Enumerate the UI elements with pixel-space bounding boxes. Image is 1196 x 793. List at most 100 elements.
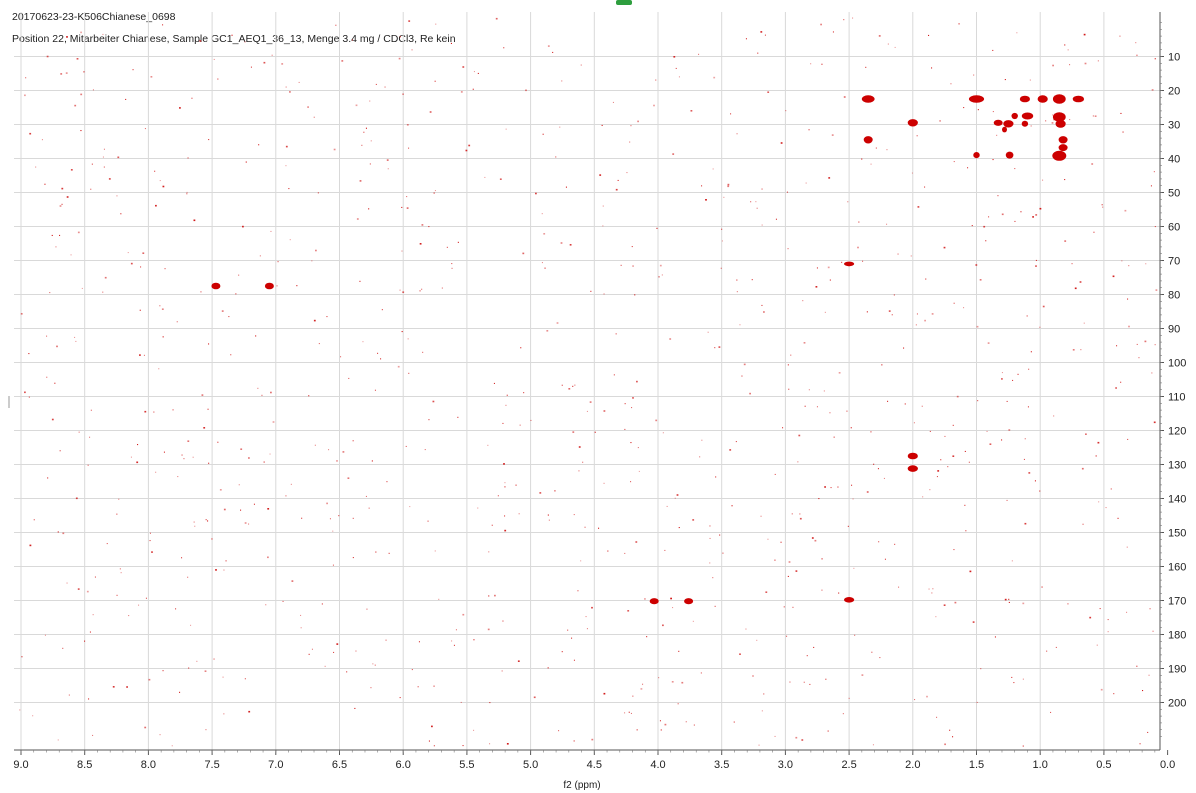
noise-point xyxy=(967,167,969,169)
noise-point xyxy=(138,604,140,606)
noise-point xyxy=(282,600,284,602)
noise-point xyxy=(972,621,975,623)
noise-point xyxy=(187,157,189,159)
noise-point xyxy=(763,693,765,695)
noise-point xyxy=(829,412,831,414)
noise-point xyxy=(1022,678,1024,680)
noise-point xyxy=(417,686,419,688)
noise-point xyxy=(155,204,157,207)
noise-point xyxy=(1098,501,1100,503)
noise-point xyxy=(92,614,94,616)
noise-point xyxy=(1072,349,1075,351)
noise-point xyxy=(91,163,93,165)
noise-point xyxy=(120,213,122,215)
noise-point xyxy=(285,145,288,148)
noise-point xyxy=(125,98,127,100)
noise-point xyxy=(940,459,942,461)
noise-point xyxy=(586,410,588,412)
noise-point xyxy=(1024,522,1027,525)
noise-point xyxy=(196,660,198,662)
noise-point xyxy=(1085,433,1087,435)
noise-point xyxy=(761,710,763,712)
noise-point xyxy=(384,86,386,88)
noise-point xyxy=(57,739,59,741)
noise-point xyxy=(578,446,581,448)
noise-point xyxy=(603,410,606,412)
noise-point xyxy=(659,720,661,722)
peak-point xyxy=(1037,95,1048,103)
noise-point xyxy=(375,551,377,553)
noise-point xyxy=(401,331,403,333)
noise-point xyxy=(1028,368,1030,370)
noise-point xyxy=(932,588,934,590)
noise-point xyxy=(150,76,153,78)
noise-point xyxy=(326,316,328,318)
noise-point xyxy=(977,400,979,402)
noise-point xyxy=(586,628,588,630)
noise-point xyxy=(664,549,666,551)
noise-point xyxy=(336,460,338,462)
noise-point xyxy=(692,620,694,622)
noise-point xyxy=(116,594,118,596)
noise-point xyxy=(1053,415,1055,417)
noise-point xyxy=(89,631,91,633)
noise-point xyxy=(709,525,711,527)
noise-point xyxy=(644,598,646,600)
noise-point xyxy=(140,266,142,268)
x-tick-label: 2.0 xyxy=(905,759,920,771)
noise-point xyxy=(315,249,317,252)
noise-point xyxy=(971,225,973,227)
noise-point xyxy=(556,322,559,324)
noise-point xyxy=(80,130,82,132)
noise-point xyxy=(1013,682,1015,684)
noise-point xyxy=(577,590,579,592)
noise-point xyxy=(714,605,716,607)
noise-point xyxy=(1050,711,1052,713)
noise-point xyxy=(799,517,802,520)
noise-point xyxy=(709,562,711,564)
noise-point xyxy=(428,740,430,742)
noise-point xyxy=(701,185,703,187)
noise-point xyxy=(386,159,389,161)
noise-point xyxy=(883,477,885,479)
noise-point xyxy=(1138,357,1140,359)
noise-point xyxy=(1081,467,1084,470)
noise-point xyxy=(630,481,632,483)
noise-point xyxy=(200,291,202,293)
noise-point xyxy=(685,721,687,723)
noise-point xyxy=(155,471,157,473)
noise-point xyxy=(1001,372,1003,374)
noise-point xyxy=(1147,731,1149,733)
noise-point xyxy=(928,34,930,36)
noise-point xyxy=(805,182,807,184)
noise-point xyxy=(672,607,674,609)
noise-point xyxy=(736,291,738,293)
noise-point xyxy=(626,172,628,174)
noise-point xyxy=(824,486,826,488)
noise-point xyxy=(926,695,928,698)
noise-point xyxy=(1089,616,1092,619)
noise-point xyxy=(406,124,409,126)
noise-point xyxy=(298,81,300,83)
noise-point xyxy=(739,653,741,655)
x-tick-label: 6.5 xyxy=(332,759,347,771)
noise-point xyxy=(402,93,404,95)
noise-point xyxy=(866,311,868,313)
noise-point xyxy=(1004,598,1007,601)
x-tick-label: 3.0 xyxy=(778,759,793,771)
noise-point xyxy=(709,537,711,539)
noise-point xyxy=(336,643,339,645)
noise-point xyxy=(751,279,753,281)
noise-point xyxy=(87,464,89,466)
noise-point xyxy=(637,447,639,449)
noise-point xyxy=(272,421,275,423)
noise-point xyxy=(1067,603,1069,605)
noise-point xyxy=(116,513,118,515)
noise-point xyxy=(1029,79,1031,81)
noise-point xyxy=(51,234,53,236)
peak-point xyxy=(264,282,274,290)
noise-point xyxy=(313,116,315,118)
noise-point xyxy=(497,495,499,497)
noise-point xyxy=(659,264,662,267)
